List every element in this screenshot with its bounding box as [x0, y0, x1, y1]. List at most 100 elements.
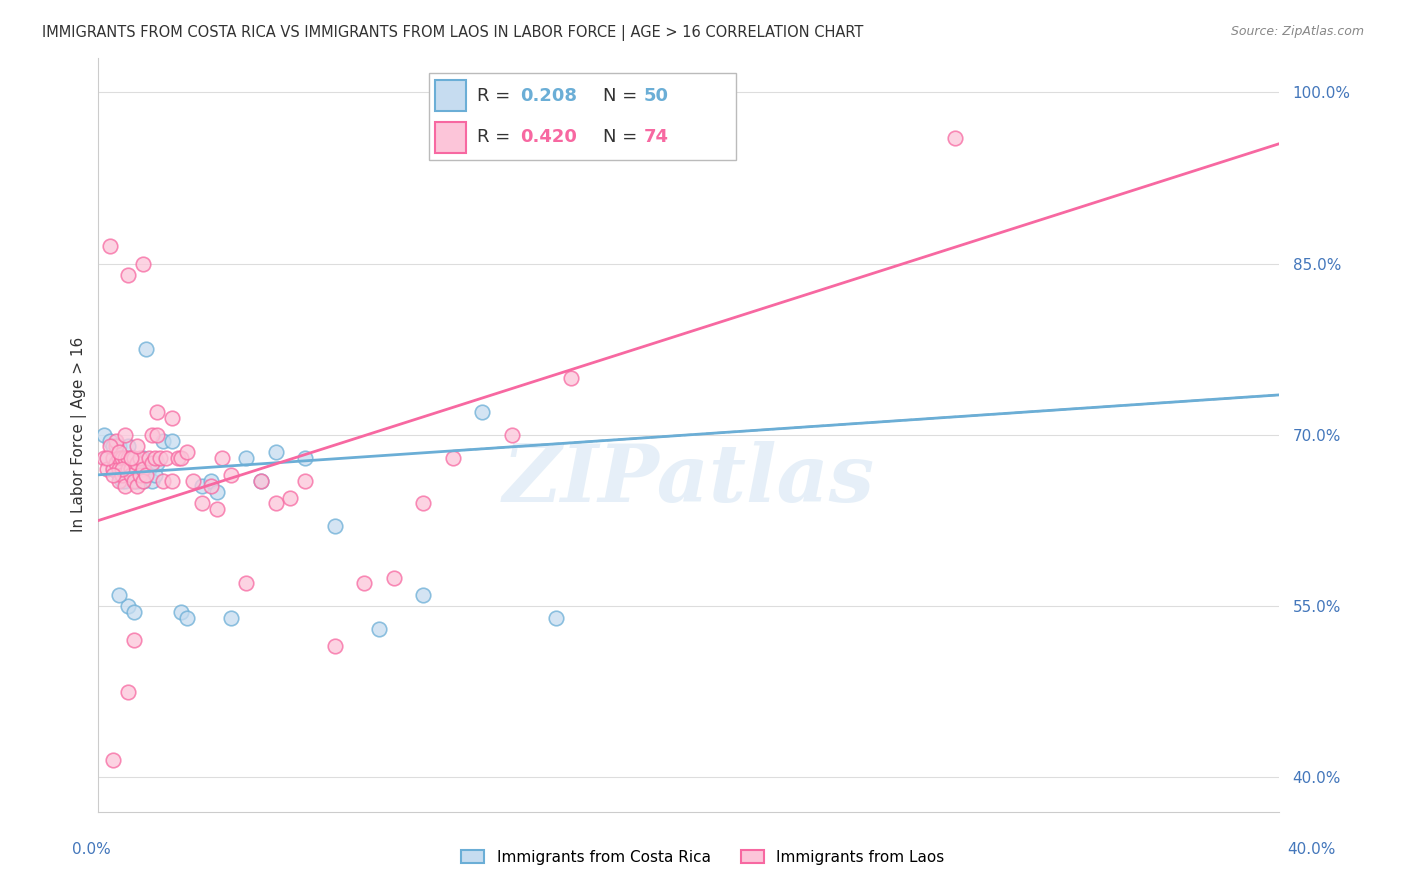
Point [96, 462, 118, 476]
Point [111, 457, 134, 471]
Point [120, 462, 142, 476]
Point [120, 462, 142, 476]
Text: 0.0%: 0.0% [72, 842, 111, 856]
Point [141, 457, 163, 471]
Point [132, 474, 155, 488]
Point [191, 496, 214, 510]
Point [125, 439, 148, 453]
Point [135, 467, 157, 482]
Point [120, 450, 142, 465]
Point [200, 474, 222, 488]
Point [105, 450, 128, 465]
Point [132, 450, 155, 465]
Point [120, 467, 142, 482]
Point [280, 491, 302, 505]
Point [103, 462, 125, 476]
Point [98, 439, 121, 453]
Point [108, 467, 131, 482]
Point [250, 474, 273, 488]
Point [122, 633, 145, 648]
Point [111, 450, 134, 465]
Point [205, 485, 228, 500]
Point [501, 427, 523, 442]
Point [162, 410, 183, 425]
Point [111, 474, 134, 488]
Point [103, 467, 125, 482]
Point [132, 256, 155, 270]
Point [138, 450, 160, 465]
Point [122, 474, 145, 488]
Point [155, 450, 177, 465]
Point [93, 450, 115, 465]
Point [323, 639, 346, 653]
Point [108, 474, 131, 488]
Text: ZIPatlas: ZIPatlas [503, 442, 875, 519]
Point [122, 457, 145, 471]
Point [114, 479, 136, 493]
Point [125, 479, 148, 493]
Point [114, 474, 136, 488]
Point [122, 450, 145, 465]
Point [441, 450, 464, 465]
Point [546, 610, 568, 624]
Point [125, 474, 148, 488]
Point [211, 450, 233, 465]
Point [117, 462, 139, 476]
Point [176, 445, 198, 459]
Point [105, 439, 128, 453]
Point [111, 467, 134, 482]
Point [382, 571, 405, 585]
Point [122, 474, 145, 488]
Point [146, 427, 169, 442]
Point [200, 479, 222, 493]
Point [108, 439, 131, 453]
Point [98, 434, 121, 448]
Point [120, 450, 142, 465]
Point [353, 576, 375, 591]
Point [143, 467, 166, 482]
Point [138, 462, 160, 476]
Point [170, 450, 193, 465]
Point [96, 450, 118, 465]
Point [191, 479, 214, 493]
Point [132, 462, 155, 476]
Point [368, 622, 391, 636]
Point [235, 450, 257, 465]
Legend: Immigrants from Costa Rica, Immigrants from Laos: Immigrants from Costa Rica, Immigrants f… [456, 844, 950, 871]
Point [98, 239, 121, 253]
Point [128, 462, 150, 476]
Point [264, 445, 287, 459]
Point [117, 457, 139, 471]
Point [294, 474, 316, 488]
Point [108, 588, 131, 602]
Y-axis label: In Labor Force | Age > 16: In Labor Force | Age > 16 [72, 337, 87, 533]
Point [181, 474, 204, 488]
Point [105, 457, 128, 471]
Point [146, 405, 169, 419]
Point [103, 439, 125, 453]
Point [128, 450, 150, 465]
Point [93, 427, 115, 442]
Point [108, 450, 131, 465]
Point [412, 588, 434, 602]
Point [125, 457, 148, 471]
Point [176, 610, 198, 624]
Point [141, 427, 163, 442]
Point [152, 474, 174, 488]
Point [117, 599, 139, 614]
Point [117, 450, 139, 465]
Point [111, 462, 134, 476]
Text: Source: ZipAtlas.com: Source: ZipAtlas.com [1230, 25, 1364, 38]
Point [103, 753, 125, 767]
Point [114, 462, 136, 476]
Point [221, 467, 243, 482]
Point [117, 439, 139, 453]
Point [143, 450, 166, 465]
Point [135, 342, 157, 356]
Point [412, 496, 434, 510]
Point [117, 268, 139, 282]
Point [103, 450, 125, 465]
Point [149, 450, 172, 465]
Point [108, 462, 131, 476]
Point [117, 467, 139, 482]
